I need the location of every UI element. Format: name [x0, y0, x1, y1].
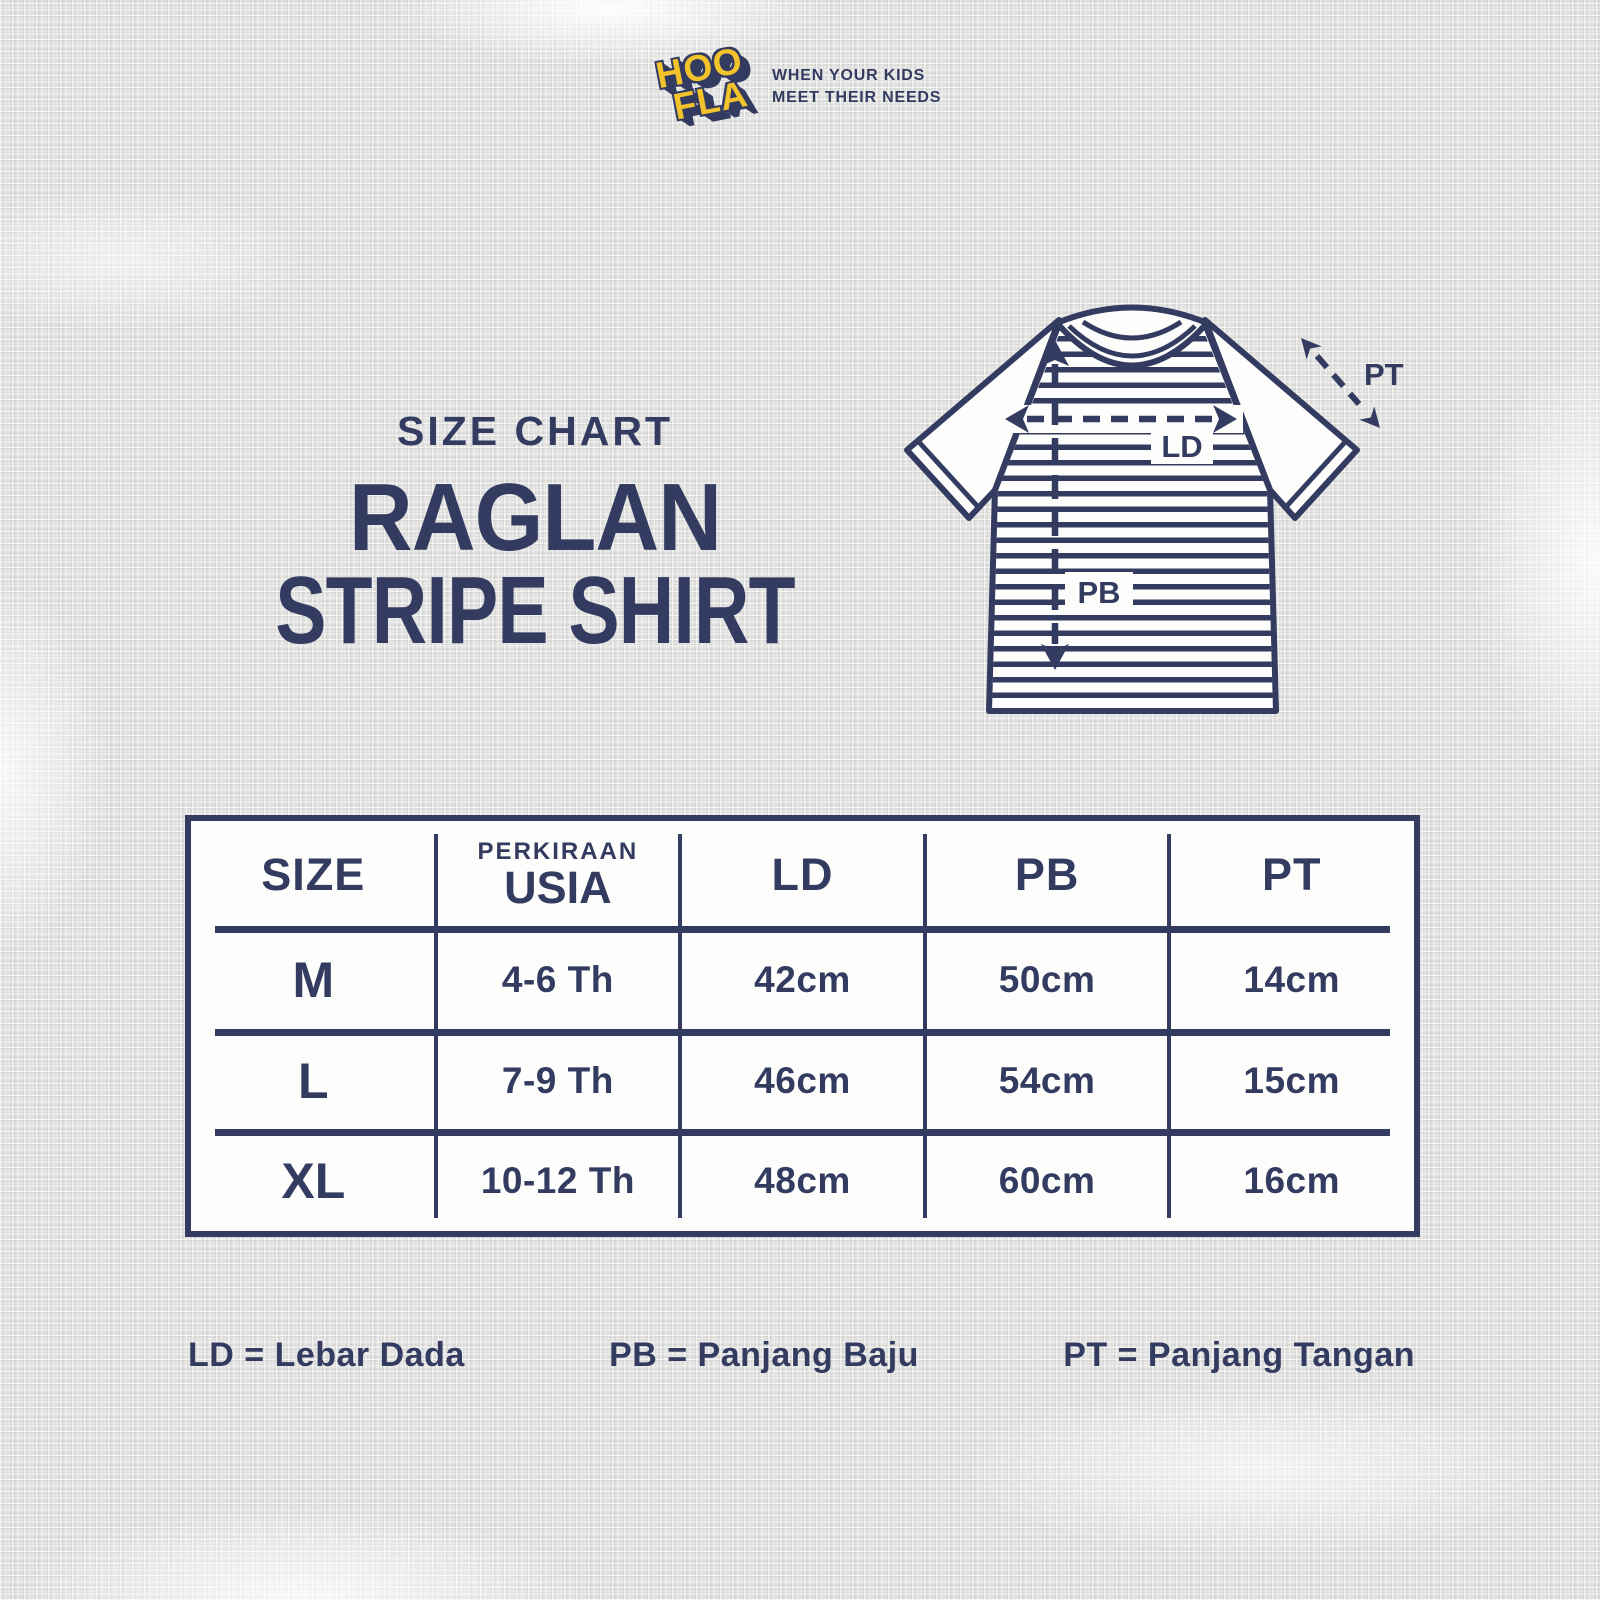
- col-header-usia-small: PERKIRAAN: [477, 838, 639, 865]
- pt-label: PT: [1364, 357, 1404, 392]
- row-xl-ld: 48cm: [754, 1160, 851, 1201]
- table-vertical-divider: [678, 834, 683, 1218]
- table-vertical-divider: [433, 834, 438, 1218]
- ld-label: LD: [1161, 429, 1202, 464]
- title-kicker: SIZE CHART: [397, 408, 673, 454]
- row-m-size: M: [292, 952, 335, 1008]
- col-header-usia: PERKIRAAN USIA: [436, 821, 681, 929]
- row-l-size: L: [298, 1053, 329, 1109]
- tagline-line-1: WHEN YOUR KIDS: [772, 66, 926, 84]
- title-line-1: RAGLAN: [348, 464, 722, 571]
- pb-label: PB: [1077, 575, 1120, 610]
- pb-arrow-down: [1041, 644, 1069, 670]
- title-line-2: STRIPE SHIRT: [275, 557, 795, 664]
- row-m-pt: 14cm: [1243, 959, 1341, 1000]
- shirt-diagram: LD PB PT: [904, 304, 1404, 714]
- col-header-pt: PT: [1261, 849, 1322, 900]
- size-table-grid: SIZE PERKIRAAN USIA LD PB PT M 4-6 Th 42…: [191, 821, 1414, 1231]
- ld-measure: LD: [1001, 405, 1243, 464]
- row-m-ld: 42cm: [754, 959, 851, 1000]
- row-l-usia: 7-9 Th: [501, 1060, 614, 1101]
- pt-arrow-up: [1301, 338, 1322, 360]
- legend-ld: LD = Lebar Dada: [188, 1336, 465, 1374]
- pt-arrow-down: [1359, 406, 1380, 428]
- row-xl-pt: 16cm: [1243, 1160, 1341, 1201]
- size-table: SIZE PERKIRAAN USIA LD PB PT M 4-6 Th 42…: [185, 815, 1420, 1237]
- ld-label-backing: [1151, 427, 1213, 464]
- right-sleeve-cuff: [1282, 439, 1348, 511]
- table-horizontal-divider: [215, 1029, 1390, 1036]
- collar-inner-line: [1067, 324, 1197, 359]
- row-l-pb: 54cm: [998, 1060, 1096, 1101]
- row-l-ld: 46cm: [754, 1060, 851, 1101]
- table-vertical-divider: [1167, 834, 1172, 1218]
- row-m-pb: 50cm: [998, 959, 1096, 1000]
- ld-arrow-left: [1005, 405, 1029, 433]
- row-m-usia: 4-6 Th: [501, 959, 614, 1000]
- pt-measure: PT: [1301, 338, 1404, 428]
- pb-label-backing: [1065, 572, 1133, 610]
- row-xl-pb: 60cm: [998, 1160, 1096, 1201]
- row-xl-usia: 10-12 Th: [480, 1160, 635, 1201]
- table-horizontal-divider: [215, 1129, 1390, 1136]
- measurement-legend: LD = Lebar Dada PB = Panjang Baju PT = P…: [188, 1336, 1415, 1375]
- col-header-pb: PB: [1014, 849, 1080, 900]
- hoofla-logo: HOO FLA: [652, 39, 752, 128]
- col-header-usia-big: USIA: [504, 862, 612, 913]
- logo-word-bottom: FLA: [669, 73, 752, 128]
- legend-pb: PB = Panjang Baju: [609, 1336, 919, 1374]
- page-title: RAGLAN STRIPE SHIRT: [185, 464, 885, 664]
- table-horizontal-divider: [215, 926, 1390, 933]
- brand-tagline: WHEN YOUR KIDS MEET THEIR NEEDS: [772, 61, 941, 109]
- col-header-size: SIZE: [261, 849, 366, 900]
- row-l-pt: 15cm: [1243, 1060, 1341, 1101]
- left-sleeve-cuff: [916, 439, 982, 511]
- pb-arrow-up: [1041, 340, 1069, 366]
- row-xl-size: XL: [281, 1153, 346, 1209]
- brand-header: HOO FLA WHEN YOUR KIDS MEET THEIR NEEDS: [0, 39, 1600, 127]
- col-header-ld: LD: [771, 849, 834, 900]
- ld-arrow-right: [1213, 405, 1237, 433]
- pt-dashed-line: [1314, 354, 1362, 406]
- legend-pt: PT = Panjang Tangan: [1063, 1336, 1415, 1374]
- table-vertical-divider: [922, 834, 927, 1218]
- title-block: SIZE CHART RAGLAN STRIPE SHIRT: [185, 408, 885, 664]
- pb-measure: PB: [1041, 340, 1133, 670]
- tagline-line-2: MEET THEIR NEEDS: [772, 88, 942, 106]
- collar-back-line: [1081, 319, 1183, 341]
